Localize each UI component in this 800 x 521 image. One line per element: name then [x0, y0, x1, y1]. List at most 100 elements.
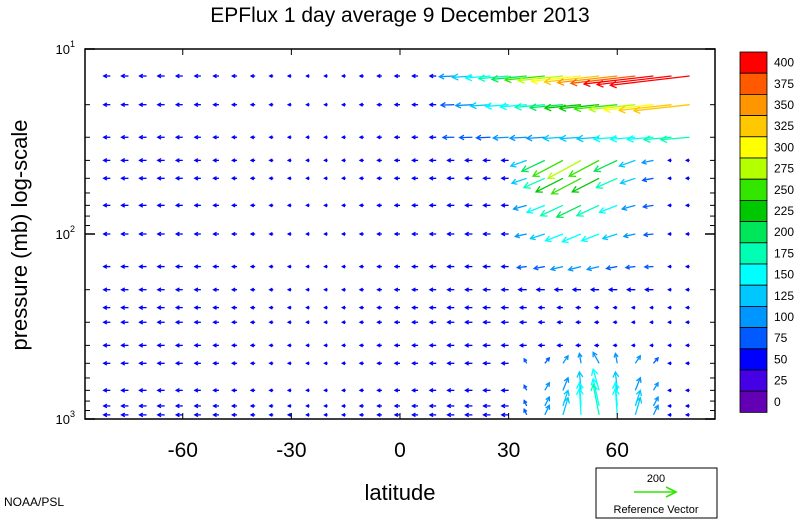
flux-vector-head — [575, 209, 584, 217]
flux-vector-head — [667, 388, 672, 393]
flux-vector-head — [514, 232, 520, 239]
flux-vector-head — [684, 264, 690, 269]
flux-vector — [428, 134, 437, 140]
flux-vector-head — [598, 207, 606, 214]
flux-vector-head — [156, 319, 162, 325]
flux-vector-head — [120, 264, 126, 269]
flux-vector — [358, 412, 364, 417]
flux-vector — [612, 370, 620, 391]
flux-vector-head — [513, 102, 522, 111]
flux-vector-head — [411, 388, 416, 393]
flux-vector-head — [428, 134, 434, 140]
flux-vector-head — [156, 305, 162, 310]
flux-vector — [323, 135, 328, 140]
flux-vector — [411, 102, 419, 107]
flux-vector — [411, 203, 419, 208]
flux-vector-head — [249, 320, 255, 325]
flux-vector — [268, 361, 274, 366]
flux-vector — [626, 135, 654, 143]
flux-vector — [544, 233, 564, 243]
flux-vector — [684, 361, 690, 366]
flux-vector-head — [102, 175, 108, 181]
colorbar-label: 300 — [774, 140, 794, 154]
flux-vector — [376, 176, 382, 181]
flux-vector-head — [102, 264, 108, 269]
colorbar: 4003753503253002752502252001751501251007… — [739, 51, 794, 413]
flux-vector — [212, 176, 219, 181]
x-tick-label: 30 — [497, 439, 520, 462]
flux-vector — [411, 176, 419, 181]
flux-vector — [138, 287, 147, 293]
flux-vector-head — [500, 264, 506, 269]
flux-vector — [102, 102, 111, 108]
flux-vector — [464, 412, 473, 418]
flux-vector — [102, 305, 111, 310]
flux-vector — [231, 361, 238, 366]
flux-vector — [120, 134, 129, 140]
y-axis-label: pressure (mb) log-scale — [7, 119, 32, 350]
flux-vector — [156, 287, 165, 293]
x-tick-label: 0 — [394, 439, 406, 462]
flux-vector-head — [268, 158, 273, 163]
flux-vector — [446, 158, 455, 163]
flux-vector-head — [358, 361, 364, 366]
flux-vector-head — [532, 265, 539, 271]
flux-vector-head — [323, 135, 328, 140]
flux-vector-head — [231, 305, 236, 310]
flux-vector-head — [411, 412, 416, 418]
colorbar-swatch — [739, 369, 768, 392]
colorbar-swatch — [739, 305, 768, 328]
flux-vector — [102, 412, 111, 418]
flux-vector — [446, 287, 455, 293]
flux-vector — [393, 102, 400, 107]
flux-vector — [341, 388, 346, 393]
flux-vector-head — [102, 73, 108, 79]
flux-vector-head — [635, 389, 643, 397]
flux-vector-head — [268, 74, 273, 79]
flux-vector — [428, 343, 437, 348]
flux-vector — [358, 158, 364, 163]
flux-vector — [268, 158, 274, 163]
flux-vector — [684, 412, 690, 417]
flux-vector — [393, 287, 400, 292]
flux-vector-head — [523, 384, 528, 389]
flux-vector-head — [358, 231, 364, 237]
flux-vector-head — [193, 135, 199, 140]
flux-vector — [323, 320, 328, 325]
flux-vector — [684, 264, 690, 269]
flux-vector-head — [464, 360, 470, 366]
flux-vector-head — [411, 320, 416, 325]
x-tick-label: -60 — [168, 439, 198, 462]
flux-vector — [249, 264, 256, 269]
flux-vector-head — [341, 102, 346, 107]
flux-vector-head — [464, 158, 470, 163]
flux-vector-head — [156, 202, 162, 208]
flux-vector-head — [590, 377, 599, 386]
flux-vector — [491, 134, 509, 141]
flux-vector-head — [286, 388, 292, 393]
flux-vector-head — [516, 76, 525, 84]
flux-vector — [376, 231, 382, 237]
flux-vector — [193, 403, 201, 409]
flux-vector-head — [138, 343, 144, 348]
flux-vector-shaft — [599, 204, 618, 213]
flux-vector-head — [193, 73, 199, 79]
flux-vector-head — [120, 202, 126, 208]
flux-vector-head — [212, 320, 217, 325]
flux-vector — [544, 381, 550, 391]
flux-vector-head — [636, 354, 642, 361]
flux-vector — [120, 175, 129, 181]
flux-vector — [575, 387, 584, 415]
flux-vector — [212, 412, 219, 418]
flux-vector — [582, 75, 654, 88]
flux-vector-shaft — [606, 265, 618, 270]
flux-vector — [513, 102, 545, 111]
flux-vector-head — [545, 404, 551, 410]
flux-vector-head — [174, 203, 180, 208]
flux-vector-head — [120, 412, 126, 418]
flux-vector — [500, 231, 509, 237]
flux-vector-shaft — [493, 136, 509, 139]
flux-vector-head — [428, 305, 434, 310]
flux-vector-head — [509, 161, 517, 168]
flux-vector — [446, 305, 455, 310]
